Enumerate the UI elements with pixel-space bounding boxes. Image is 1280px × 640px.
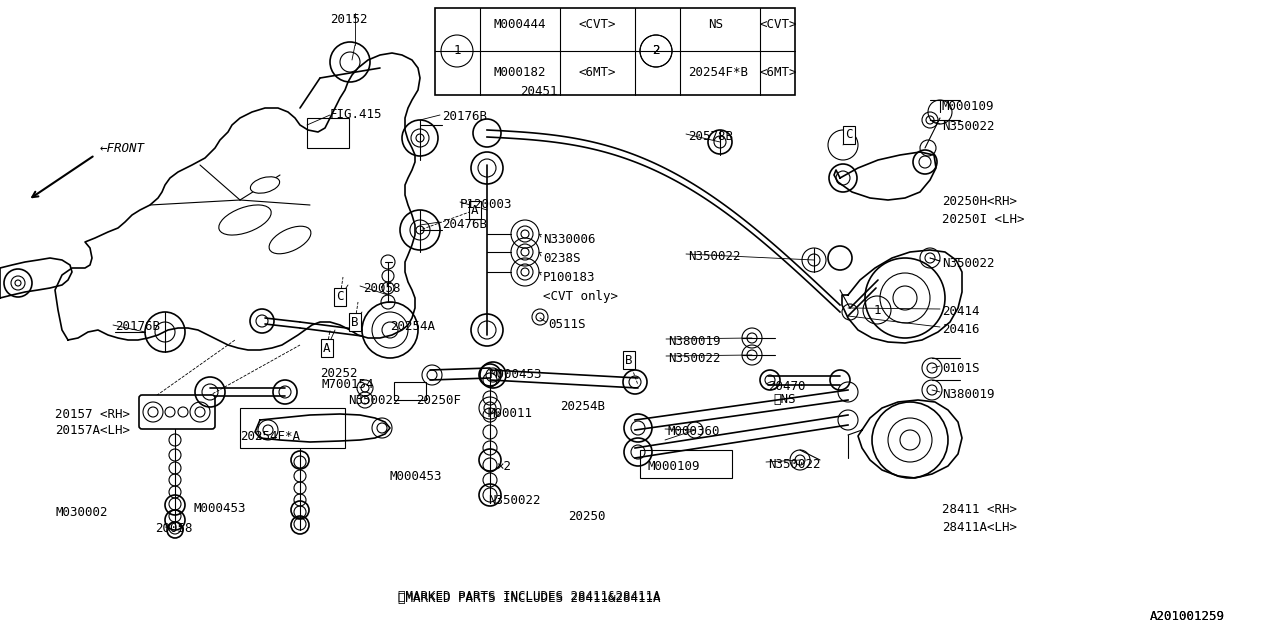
- Text: M000360: M000360: [667, 425, 719, 438]
- Text: P120003: P120003: [460, 198, 512, 211]
- Text: ×2: ×2: [497, 460, 511, 473]
- Text: 20476B: 20476B: [442, 218, 486, 231]
- Text: N350022: N350022: [348, 394, 401, 407]
- Text: ※MARKED PARTS INCLUDES 28411&28411A: ※MARKED PARTS INCLUDES 28411&28411A: [398, 590, 660, 603]
- Text: 20250I <LH>: 20250I <LH>: [942, 213, 1024, 226]
- Text: M030002: M030002: [55, 506, 108, 519]
- Text: 28411 <RH>: 28411 <RH>: [942, 503, 1018, 516]
- Text: M000109: M000109: [942, 100, 995, 113]
- Text: <CVT>: <CVT>: [759, 19, 796, 31]
- Text: A: A: [324, 342, 330, 355]
- Text: 2: 2: [653, 45, 659, 58]
- Polygon shape: [858, 400, 963, 478]
- Text: FIG.415: FIG.415: [330, 108, 383, 121]
- Text: M000453: M000453: [193, 502, 246, 515]
- Text: NS: NS: [708, 19, 723, 31]
- Text: ※MARKED PARTS INCLUDES 28411&28411A: ※MARKED PARTS INCLUDES 28411&28411A: [398, 592, 660, 605]
- Text: 20254F*B: 20254F*B: [689, 65, 748, 79]
- Text: M000453: M000453: [490, 368, 543, 381]
- Text: M000453: M000453: [390, 470, 443, 483]
- Polygon shape: [0, 258, 72, 298]
- Text: M000109: M000109: [648, 460, 700, 473]
- Text: 20252: 20252: [320, 367, 357, 380]
- Polygon shape: [255, 414, 390, 442]
- Text: M00011: M00011: [486, 407, 532, 420]
- Text: 20254B: 20254B: [561, 400, 605, 413]
- Text: 20451: 20451: [520, 85, 558, 98]
- Text: N350022: N350022: [942, 257, 995, 270]
- Text: N350022: N350022: [942, 120, 995, 133]
- Text: <CVT>: <CVT>: [579, 19, 616, 31]
- Text: 20176B: 20176B: [442, 110, 486, 123]
- Text: 20470: 20470: [768, 380, 805, 393]
- Text: N380019: N380019: [668, 335, 721, 348]
- Text: A201001259: A201001259: [1149, 610, 1225, 623]
- Text: N350022: N350022: [488, 494, 540, 507]
- Text: 20250H<RH>: 20250H<RH>: [942, 195, 1018, 208]
- Text: N330006: N330006: [543, 233, 595, 246]
- Text: C: C: [337, 291, 344, 303]
- Text: N350022: N350022: [668, 352, 721, 365]
- Text: 20157A<LH>: 20157A<LH>: [55, 424, 131, 437]
- Text: 20176B: 20176B: [115, 320, 160, 333]
- Text: ※NS: ※NS: [773, 393, 795, 406]
- Bar: [435, 8, 795, 95]
- Text: N350022: N350022: [689, 250, 741, 263]
- Text: N350022: N350022: [768, 458, 820, 471]
- Text: 20416: 20416: [942, 323, 979, 336]
- Text: 20254F*A: 20254F*A: [241, 430, 300, 443]
- Ellipse shape: [219, 205, 271, 235]
- Text: ←FRONT: ←FRONT: [100, 141, 145, 154]
- Bar: [307, 118, 349, 148]
- Text: A201001259: A201001259: [1149, 610, 1225, 623]
- Text: <CVT only>: <CVT only>: [543, 290, 618, 303]
- Text: 0101S: 0101S: [942, 362, 979, 375]
- Text: 20058: 20058: [155, 522, 192, 535]
- Text: 0511S: 0511S: [548, 318, 585, 331]
- Text: 0238S: 0238S: [543, 252, 581, 265]
- Text: 20254A: 20254A: [390, 320, 435, 333]
- Text: 20058: 20058: [364, 282, 401, 295]
- Text: 1: 1: [873, 303, 881, 317]
- FancyBboxPatch shape: [140, 395, 215, 429]
- Bar: [640, 450, 732, 478]
- Polygon shape: [835, 152, 936, 200]
- Ellipse shape: [269, 226, 311, 254]
- Text: 20157 <RH>: 20157 <RH>: [55, 408, 131, 421]
- Bar: [241, 408, 346, 448]
- Text: 20578B: 20578B: [689, 130, 733, 143]
- Text: B: B: [351, 316, 358, 328]
- Text: 20152: 20152: [330, 13, 367, 26]
- Text: C: C: [845, 129, 852, 141]
- Bar: [394, 382, 426, 400]
- Polygon shape: [842, 250, 963, 343]
- Text: 1: 1: [453, 45, 461, 58]
- Text: 20250: 20250: [568, 510, 605, 523]
- Text: 20250F: 20250F: [416, 394, 461, 407]
- Text: N380019: N380019: [942, 388, 995, 401]
- Text: <6MT>: <6MT>: [579, 65, 616, 79]
- Text: M000182: M000182: [494, 65, 547, 79]
- Text: 28411A<LH>: 28411A<LH>: [942, 521, 1018, 534]
- Text: P100183: P100183: [543, 271, 595, 284]
- Ellipse shape: [251, 177, 279, 193]
- Text: <6MT>: <6MT>: [759, 65, 796, 79]
- Text: 2: 2: [653, 45, 659, 58]
- Text: B: B: [625, 353, 632, 367]
- Text: A: A: [471, 204, 479, 216]
- Text: 20414: 20414: [942, 305, 979, 318]
- Text: M000444: M000444: [494, 19, 547, 31]
- Text: M700154: M700154: [323, 378, 375, 391]
